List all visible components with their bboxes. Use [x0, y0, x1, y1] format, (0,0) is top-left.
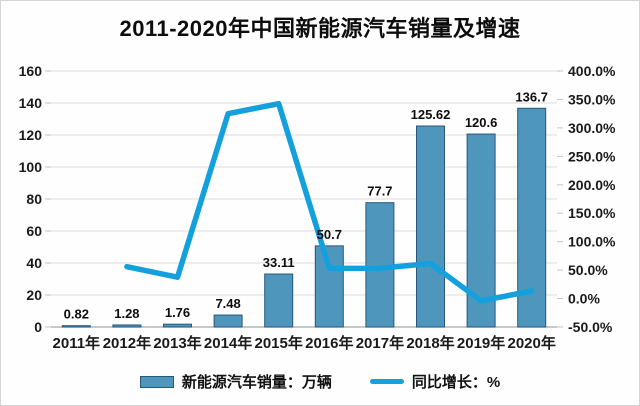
left-axis-tick-label: 160: [19, 63, 43, 79]
left-axis-tick-label: 80: [26, 191, 42, 207]
bar-data-label: 77.7: [367, 184, 392, 199]
line-series-swatch: [369, 379, 404, 384]
bar: [213, 314, 243, 328]
left-axis-tick-label: 20: [26, 287, 42, 303]
right-axis-tick-label: 150.0%: [568, 205, 616, 221]
bar-data-label: 0.82: [64, 307, 89, 322]
x-axis-category-label: 2019年: [457, 334, 505, 352]
bar-data-label: 120.6: [465, 115, 498, 130]
x-axis-category-label: 2015年: [255, 334, 303, 352]
bar: [112, 324, 142, 328]
left-axis-tick-label: 100: [19, 159, 43, 175]
right-axis-tick-label: 250.0%: [568, 148, 616, 164]
bar: [163, 323, 192, 328]
x-axis-category-label: 2013年: [153, 334, 201, 352]
x-axis-category-label: 2017年: [356, 334, 404, 352]
legend-item-growth: 同比增长：%: [369, 371, 501, 392]
bar-series-swatch: [139, 375, 174, 388]
chart-title: 2011-2020年中国新能源汽车销量及增速: [119, 16, 521, 41]
bar: [264, 273, 294, 328]
x-axis-category-label: 2012年: [103, 334, 151, 352]
right-axis-tick-label: 100.0%: [568, 234, 616, 250]
x-axis-category-label: 2014年: [204, 334, 252, 352]
bar: [314, 245, 344, 328]
right-axis-tick-label: -50.0%: [568, 319, 613, 335]
bar-data-label: 125.62: [411, 107, 451, 122]
legend-item-sales: 新能源汽车销量：万辆: [139, 371, 332, 392]
left-axis-tick-label: 60: [26, 223, 42, 239]
left-axis-tick-label: 40: [26, 255, 42, 271]
bar: [61, 325, 91, 328]
growth-line: [124, 100, 535, 304]
left-axis-tick-label: 0: [34, 319, 42, 335]
right-axis-tick-label: 300.0%: [568, 120, 616, 136]
x-axis-category-label: 2018年: [406, 334, 454, 352]
right-axis-tick-label: 0.0%: [568, 291, 600, 307]
right-axis-tick-label: 50.0%: [568, 262, 608, 278]
bar-data-label: 33.11: [263, 255, 295, 270]
right-axis-tick-label: 400.0%: [568, 63, 616, 79]
chart-legend: 新能源汽车销量：万辆 同比增长：%: [1, 371, 639, 392]
bar-data-label: 50.7: [317, 227, 342, 242]
x-axis-category-label: 2020年: [508, 334, 556, 352]
bar: [416, 125, 445, 328]
right-axis-tick-label: 200.0%: [568, 177, 616, 193]
legend-label-growth: 同比增长：%: [411, 374, 501, 391]
bar-data-label: 1.28: [114, 306, 139, 321]
x-axis-category-label: 2016年: [305, 334, 353, 352]
bar-data-label: 1.76: [165, 305, 190, 320]
legend-label-sales: 新能源汽车销量：万辆: [181, 374, 332, 391]
bar-data-label: 136.7: [515, 89, 548, 104]
bar-data-label: 7.48: [215, 296, 240, 311]
right-axis-tick-label: 350.0%: [568, 91, 616, 107]
left-axis-tick-label: 140: [19, 95, 43, 111]
x-axis-category-label: 2011年: [53, 334, 101, 352]
left-axis-tick-label: 120: [19, 127, 43, 143]
